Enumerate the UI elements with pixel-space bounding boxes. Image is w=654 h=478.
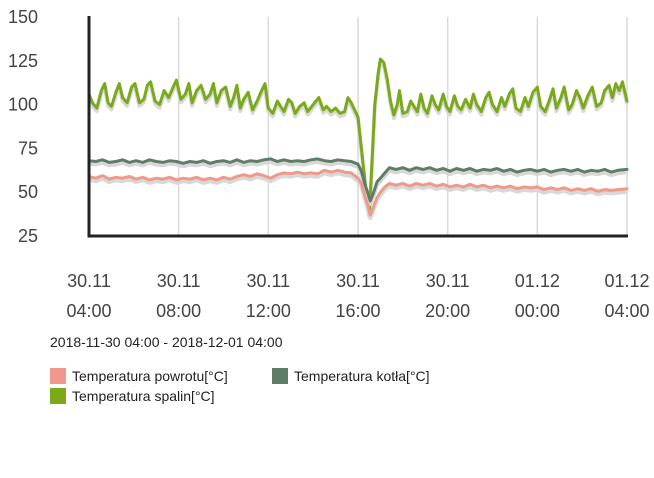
x-tick-label-time: 08:00 xyxy=(156,301,201,321)
legend-swatch-kotla xyxy=(272,368,288,384)
x-tick-label-time: 16:00 xyxy=(335,301,380,321)
legend-item-kotla[interactable]: Temperatura kotła[°C] xyxy=(272,368,430,384)
x-tick-label-time: 04:00 xyxy=(604,301,649,321)
x-tick-label-date: 01.12 xyxy=(515,271,560,291)
series-2 xyxy=(87,168,629,220)
legend-item-spalin[interactable]: Temperatura spalin[°C] xyxy=(50,388,215,404)
x-tick-label-date: 30.11 xyxy=(246,271,290,291)
y-tick-label: 150 xyxy=(8,7,38,27)
x-tick-label-date: 30.11 xyxy=(67,271,111,291)
date-range-label: 2018-11-30 04:00 - 2018-12-01 04:00 xyxy=(50,334,283,350)
x-tick-label-time: 04:00 xyxy=(66,301,111,321)
x-axis-ticks: 30.11 04:00 30.11 08:00 30.11 12:00 30.11 16:00… xyxy=(66,271,649,321)
x-tick-label-date: 30.11 xyxy=(426,271,470,291)
legend-label-kotla: Temperatura kotła[°C] xyxy=(294,368,430,384)
y-tick-label: 100 xyxy=(8,95,38,115)
legend-label-powrot: Temperatura powrotu[°C] xyxy=(72,368,228,384)
grid-layer xyxy=(177,17,628,236)
x-tick-label-time: 20:00 xyxy=(425,301,470,321)
y-tick-label: 125 xyxy=(8,51,38,71)
y-axis-ticks: 25 50 75 100 125 150 xyxy=(8,7,38,246)
legend-label-spalin: Temperatura spalin[°C] xyxy=(72,388,215,404)
series-line[interactable] xyxy=(87,157,629,203)
x-tick-label-time: 12:00 xyxy=(246,301,291,321)
x-tick-label-date: 30.11 xyxy=(336,271,380,291)
axis-layer xyxy=(87,16,628,238)
y-tick-label: 25 xyxy=(18,226,38,246)
x-tick-label-time: 00:00 xyxy=(515,301,560,321)
legend-swatch-spalin xyxy=(50,388,66,404)
x-tick-label-date: 01.12 xyxy=(604,271,649,291)
series-line[interactable] xyxy=(87,168,629,217)
legend-item-powrot[interactable]: Temperatura powrotu[°C] xyxy=(50,368,228,384)
x-tick-label-date: 30.11 xyxy=(157,271,201,291)
series-layer xyxy=(87,57,629,220)
legend-swatch-powrot xyxy=(50,368,66,384)
series-1 xyxy=(87,157,629,206)
y-tick-label: 75 xyxy=(18,138,38,158)
y-tick-label: 50 xyxy=(18,182,38,202)
